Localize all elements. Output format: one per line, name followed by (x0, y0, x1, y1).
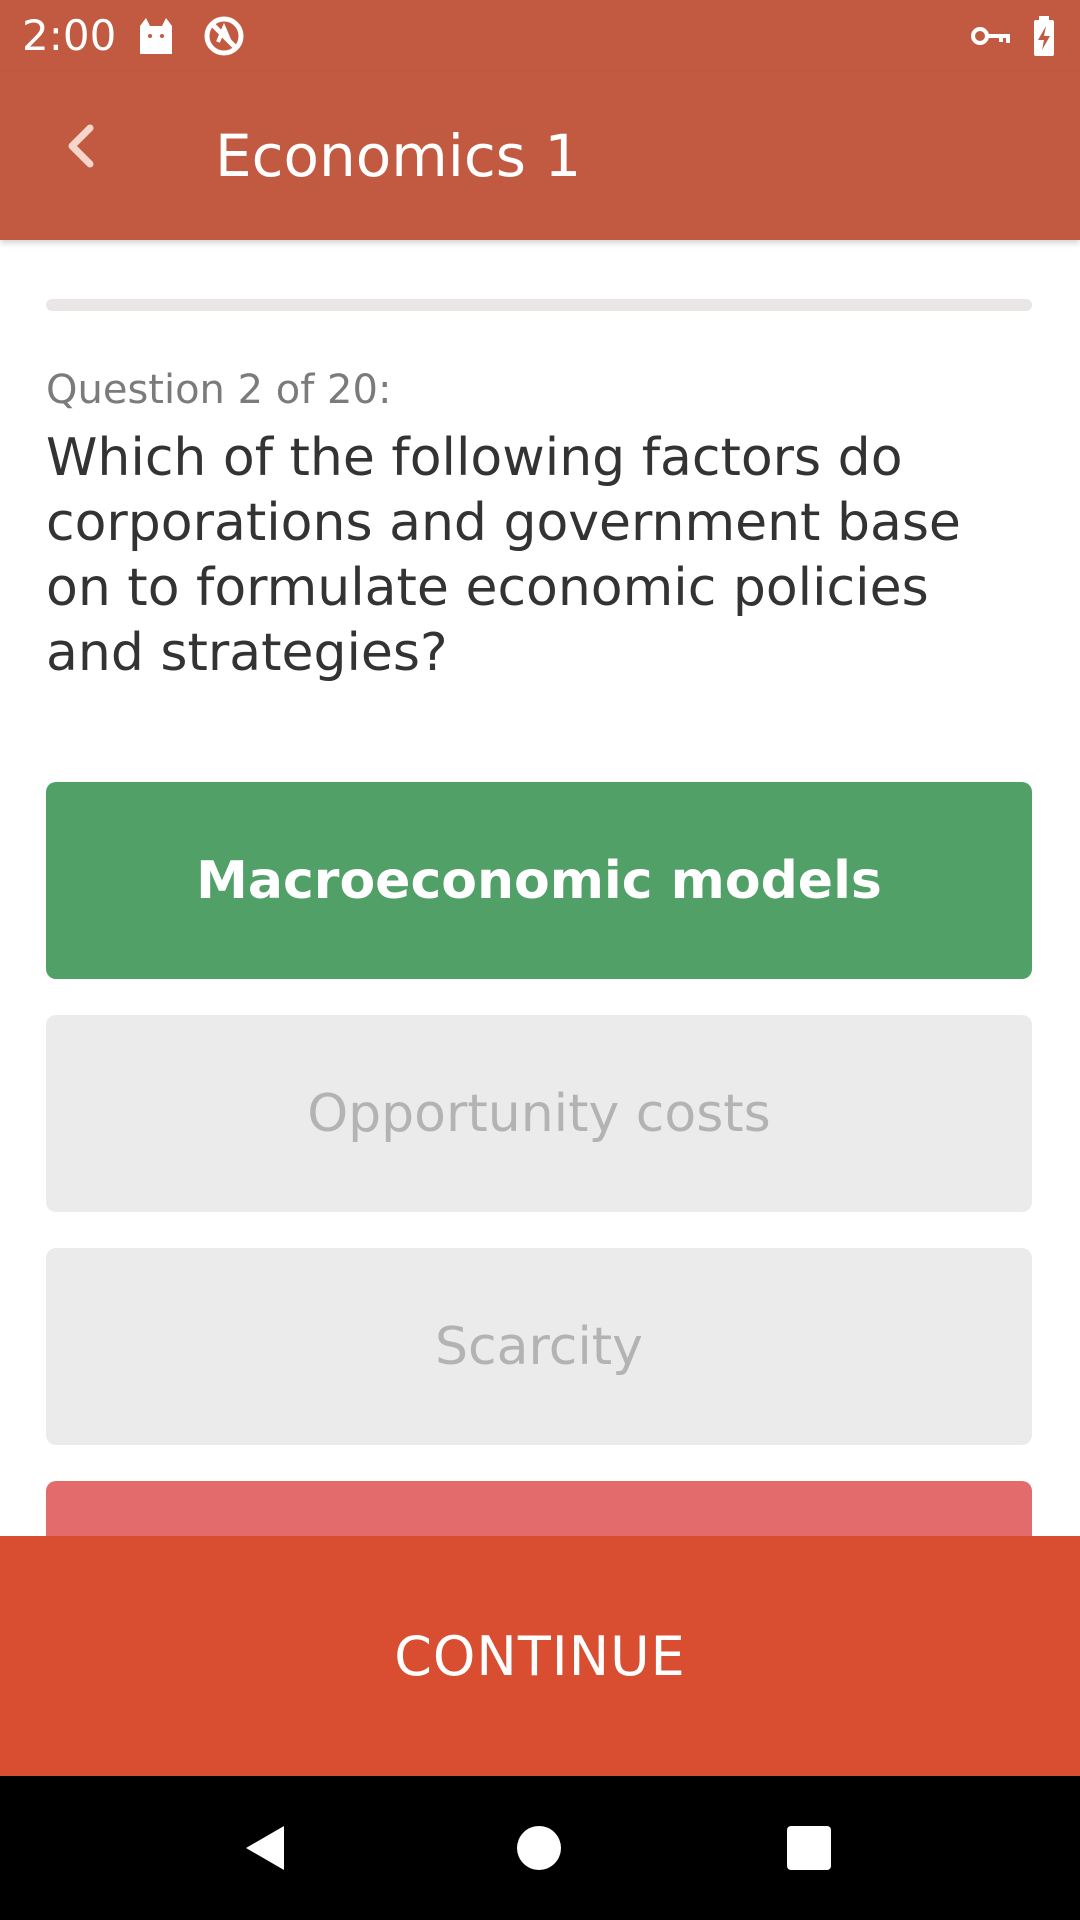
nav-home-button[interactable] (489, 1798, 589, 1898)
answer-option[interactable]: Opportunity costs (46, 1015, 1032, 1212)
back-button[interactable] (44, 108, 120, 184)
cat-notification-icon (134, 14, 178, 58)
question-counter: Question 2 of 20: (46, 366, 391, 414)
home-circle-icon (514, 1823, 564, 1873)
battery-charging-icon (1022, 14, 1066, 58)
answer-label: Scarcity (435, 1317, 643, 1377)
recents-square-icon (785, 1824, 833, 1872)
status-bar: 2:00 (0, 0, 1080, 72)
back-triangle-icon (238, 1820, 294, 1876)
status-time: 2:00 (22, 12, 116, 60)
app-bar: Economics 1 (0, 72, 1080, 240)
question-text: Which of the following factors do corpor… (46, 426, 1036, 686)
answer-option[interactable]: Scarcity (46, 1248, 1032, 1445)
answer-label: Macroeconomic models (196, 851, 882, 911)
vpn-key-icon (968, 14, 1012, 58)
nav-back-button[interactable] (216, 1798, 316, 1898)
answer-label: Opportunity costs (307, 1084, 771, 1144)
continue-button[interactable]: CONTINUE (0, 1536, 1080, 1776)
chevron-left-icon (62, 122, 102, 170)
nav-recents-button[interactable] (759, 1798, 859, 1898)
answer-option-correct[interactable]: Macroeconomic models (46, 782, 1032, 979)
page-title: Economics 1 (215, 124, 581, 188)
quiz-progress-bar (46, 299, 1032, 311)
system-nav-bar (0, 1776, 1080, 1920)
no-disturb-icon (202, 14, 246, 58)
